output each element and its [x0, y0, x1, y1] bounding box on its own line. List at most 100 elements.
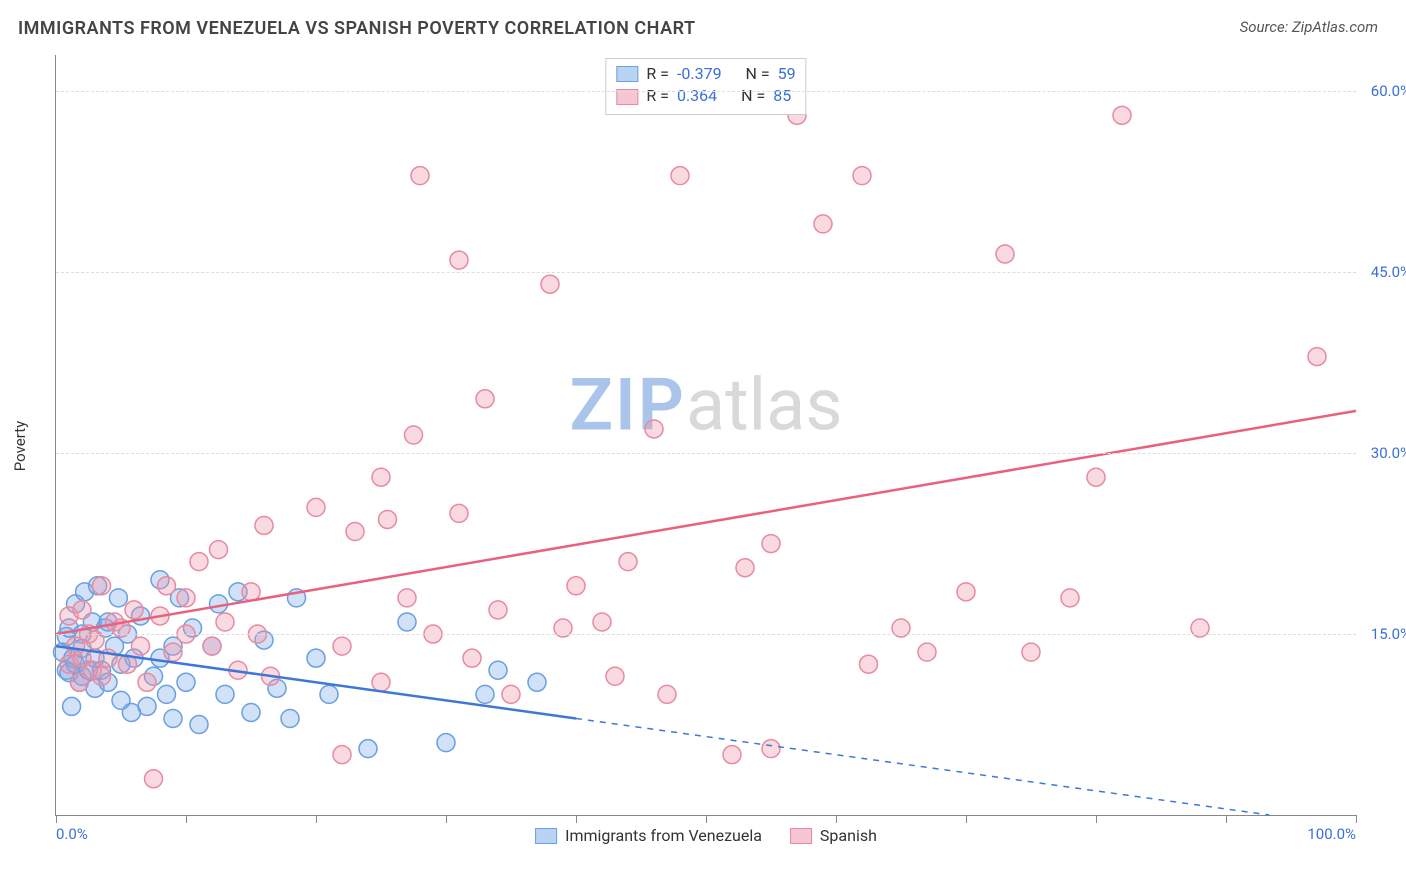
x-tick [186, 815, 187, 823]
source-credit: Source: ZipAtlas.com [1240, 18, 1378, 36]
legend-label-blue: Immigrants from Venezuela [565, 826, 762, 845]
legend-swatch-blue [616, 66, 638, 82]
x-tick [1226, 815, 1227, 823]
y-tick-label: 60.0% [1361, 82, 1406, 100]
source-label: Source: [1240, 18, 1289, 36]
grid-line [56, 453, 1356, 454]
data-point-pink [476, 390, 494, 408]
data-point-pink [762, 535, 780, 553]
x-tick [446, 815, 447, 823]
y-tick-label: 45.0% [1361, 263, 1406, 281]
data-point-pink [463, 649, 481, 667]
data-point-pink [593, 613, 611, 631]
data-point-pink [372, 673, 390, 691]
data-point-pink [645, 420, 663, 438]
data-point-pink [1022, 643, 1040, 661]
data-point-pink [379, 510, 397, 528]
data-point-blue [359, 740, 377, 758]
grid-line [56, 91, 1356, 92]
source-name: ZipAtlas.com [1292, 18, 1378, 36]
data-point-pink [658, 685, 676, 703]
data-point-pink [145, 770, 163, 788]
data-point-pink [736, 559, 754, 577]
data-point-pink [411, 167, 429, 185]
legend-r-label: R = [646, 63, 669, 85]
data-point-pink [723, 746, 741, 764]
data-point-pink [346, 523, 364, 541]
y-tick-label: 30.0% [1361, 444, 1406, 462]
x-tick [316, 815, 317, 823]
x-tick [576, 815, 577, 823]
trend-line-pink [56, 411, 1356, 634]
data-point-pink [567, 577, 585, 595]
data-point-pink [93, 577, 111, 595]
x-tick [56, 815, 57, 823]
legend-r-value-pink: 0.364 [677, 85, 717, 107]
data-point-pink [125, 601, 143, 619]
data-point-pink [158, 577, 176, 595]
data-point-pink [164, 643, 182, 661]
data-point-pink [138, 673, 156, 691]
data-point-pink [398, 589, 416, 607]
data-point-pink [177, 589, 195, 607]
data-point-blue [216, 685, 234, 703]
legend-item-pink: Spanish [790, 826, 877, 845]
legend-n-value-pink: 85 [773, 85, 791, 107]
legend-series: Immigrants from Venezuela Spanish [535, 826, 877, 845]
data-point-blue [476, 685, 494, 703]
chart-title: IMMIGRANTS FROM VENEZUELA VS SPANISH POV… [18, 18, 696, 39]
data-point-pink [405, 426, 423, 444]
grid-line [56, 272, 1356, 273]
x-tick [836, 815, 837, 823]
data-point-pink [1087, 468, 1105, 486]
legend-swatch-blue [535, 828, 557, 844]
data-point-pink [132, 637, 150, 655]
data-point-pink [996, 245, 1014, 263]
data-point-blue [190, 716, 208, 734]
chart-canvas [56, 55, 1356, 815]
data-point-pink [619, 553, 637, 571]
data-point-blue [398, 613, 416, 631]
grid-line [56, 634, 1356, 635]
data-point-pink [1061, 589, 1079, 607]
data-point-blue [489, 661, 507, 679]
data-point-blue [158, 685, 176, 703]
data-point-pink [93, 667, 111, 685]
data-point-blue [109, 589, 127, 607]
data-point-pink [606, 667, 624, 685]
data-point-blue [437, 734, 455, 752]
data-point-pink [450, 504, 468, 522]
x-tick [1356, 815, 1357, 823]
x-tick [966, 815, 967, 823]
data-point-pink [333, 746, 351, 764]
data-point-pink [1113, 106, 1131, 124]
data-point-pink [333, 637, 351, 655]
legend-r-label: R = [646, 85, 669, 107]
data-point-pink [502, 685, 520, 703]
legend-row-pink: R = 0.364 N = 85 [616, 85, 795, 107]
legend-item-blue: Immigrants from Venezuela [535, 826, 762, 845]
legend-swatch-pink [790, 828, 812, 844]
data-point-pink [860, 655, 878, 673]
data-point-pink [918, 643, 936, 661]
x-tick-label: 0.0% [56, 825, 88, 843]
data-point-blue [307, 649, 325, 667]
y-tick-label: 15.0% [1361, 625, 1406, 643]
y-axis-label: Poverty [11, 421, 29, 471]
data-point-pink [203, 637, 221, 655]
data-point-blue [320, 685, 338, 703]
legend-row-blue: R = -0.379 N = 59 [616, 63, 795, 85]
data-point-blue [281, 709, 299, 727]
legend-r-value-blue: -0.379 [677, 63, 722, 85]
data-point-pink [242, 583, 260, 601]
data-point-pink [307, 498, 325, 516]
data-point-blue [63, 697, 81, 715]
data-point-pink [671, 167, 689, 185]
data-point-pink [73, 601, 91, 619]
x-tick [706, 815, 707, 823]
plot-area: ZIPatlas R = -0.379 N = 59 R = 0.364 N =… [55, 55, 1356, 816]
data-point-pink [190, 553, 208, 571]
data-point-blue [177, 673, 195, 691]
data-point-pink [541, 275, 559, 293]
data-point-pink [853, 167, 871, 185]
